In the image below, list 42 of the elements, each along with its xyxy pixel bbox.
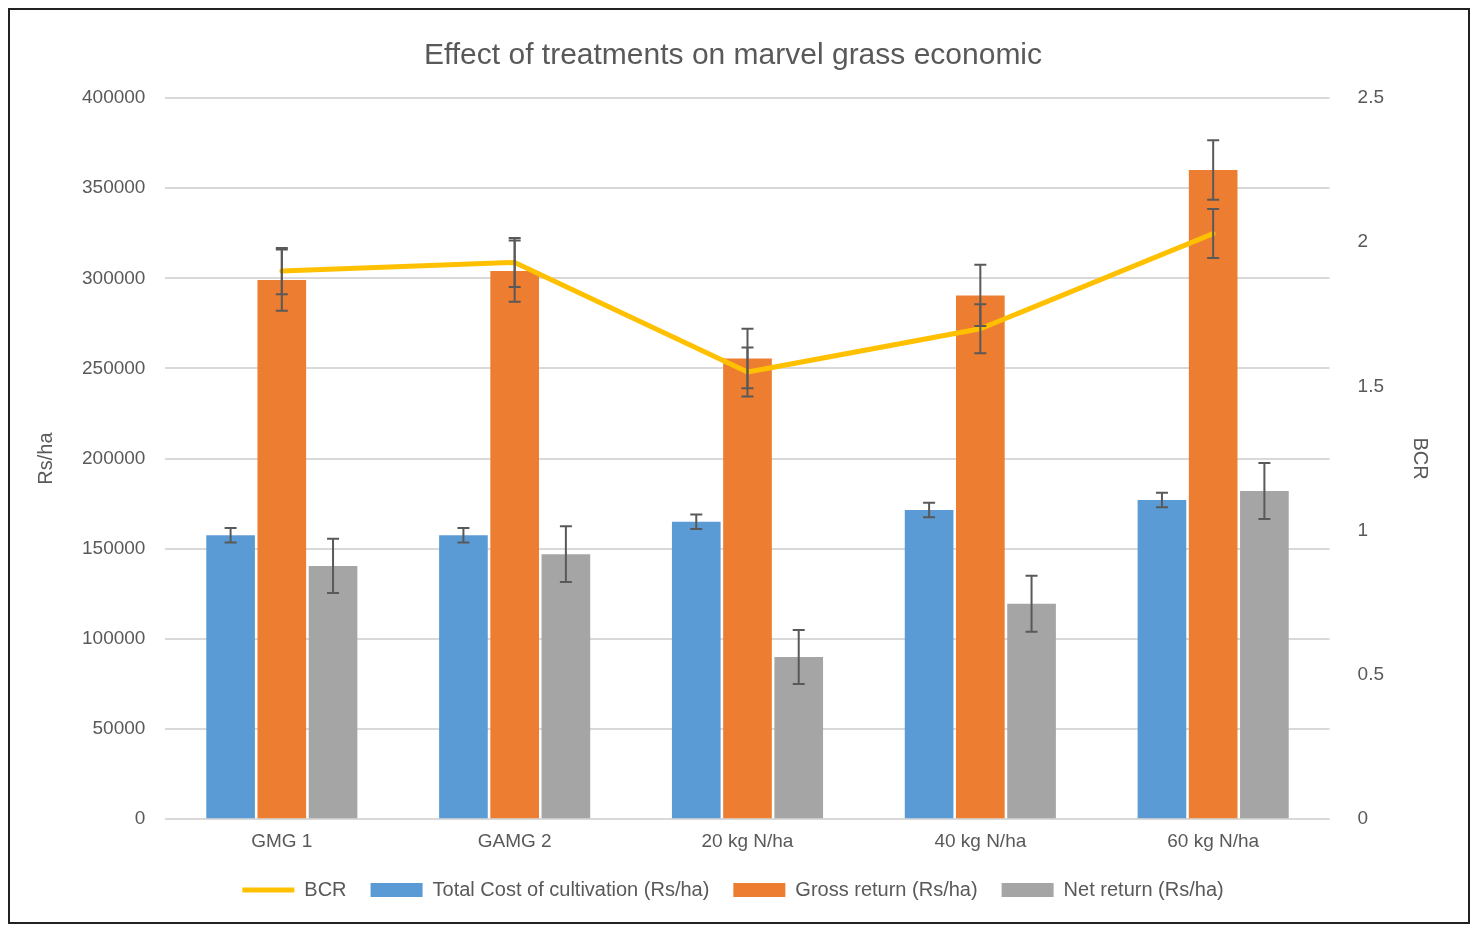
legend-label: BCR [304,877,347,900]
y2-axis-title: BCR [1410,437,1433,480]
y2-tick-label: 0.5 [1357,663,1385,685]
y2-tick-label: 1 [1357,518,1369,540]
bar [904,509,954,819]
legend-label: Total Cost of cultivation (Rs/ha) [432,877,710,900]
bar [257,280,307,819]
y-tick-label: 50000 [92,717,146,739]
y2-tick-label: 1.5 [1357,374,1385,396]
bar [723,358,772,819]
y2-tick-label: 2 [1357,230,1369,252]
bar [1240,491,1289,819]
y2-tick-label: 0 [1357,807,1369,829]
y-tick-label: 0 [134,807,146,829]
x-tick-label: 40 kg N/ha [934,829,1027,851]
bar [541,554,591,819]
y-tick-label: 150000 [82,536,146,558]
y-axis-title: Rs/ha [33,431,56,485]
legend-label: Gross return (Rs/ha) [795,877,978,900]
bar [206,535,255,819]
bar [1007,603,1056,819]
x-tick-label: 60 kg N/ha [1167,829,1260,851]
bar [1188,170,1238,819]
y-tick-label: 400000 [82,86,146,108]
bar [671,521,721,819]
y-tick-label: 100000 [82,627,146,649]
bar [774,656,824,819]
bar [1137,500,1187,819]
bar [490,271,539,819]
x-tick-label: 20 kg N/ha [701,829,794,851]
bar [956,295,1005,819]
y-tick-label: 350000 [82,176,146,198]
bar [308,565,358,819]
legend-label: Net return (Rs/ha) [1063,877,1224,900]
y-tick-label: 300000 [82,266,146,288]
y-tick-label: 250000 [82,356,146,378]
bar [439,535,488,819]
x-tick-label: GAMG 2 [477,829,552,851]
y2-tick-label: 2.5 [1357,86,1385,108]
x-tick-label: GMG 1 [251,829,313,851]
chart-title: Effect of treatments on marvel grass economic [423,37,1043,71]
y-tick-label: 200000 [82,446,146,468]
